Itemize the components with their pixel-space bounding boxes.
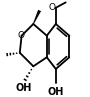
Text: OH: OH: [15, 83, 32, 93]
Text: OH: OH: [48, 87, 64, 97]
Text: O: O: [17, 31, 24, 40]
Text: O: O: [49, 3, 56, 12]
Polygon shape: [33, 10, 41, 24]
